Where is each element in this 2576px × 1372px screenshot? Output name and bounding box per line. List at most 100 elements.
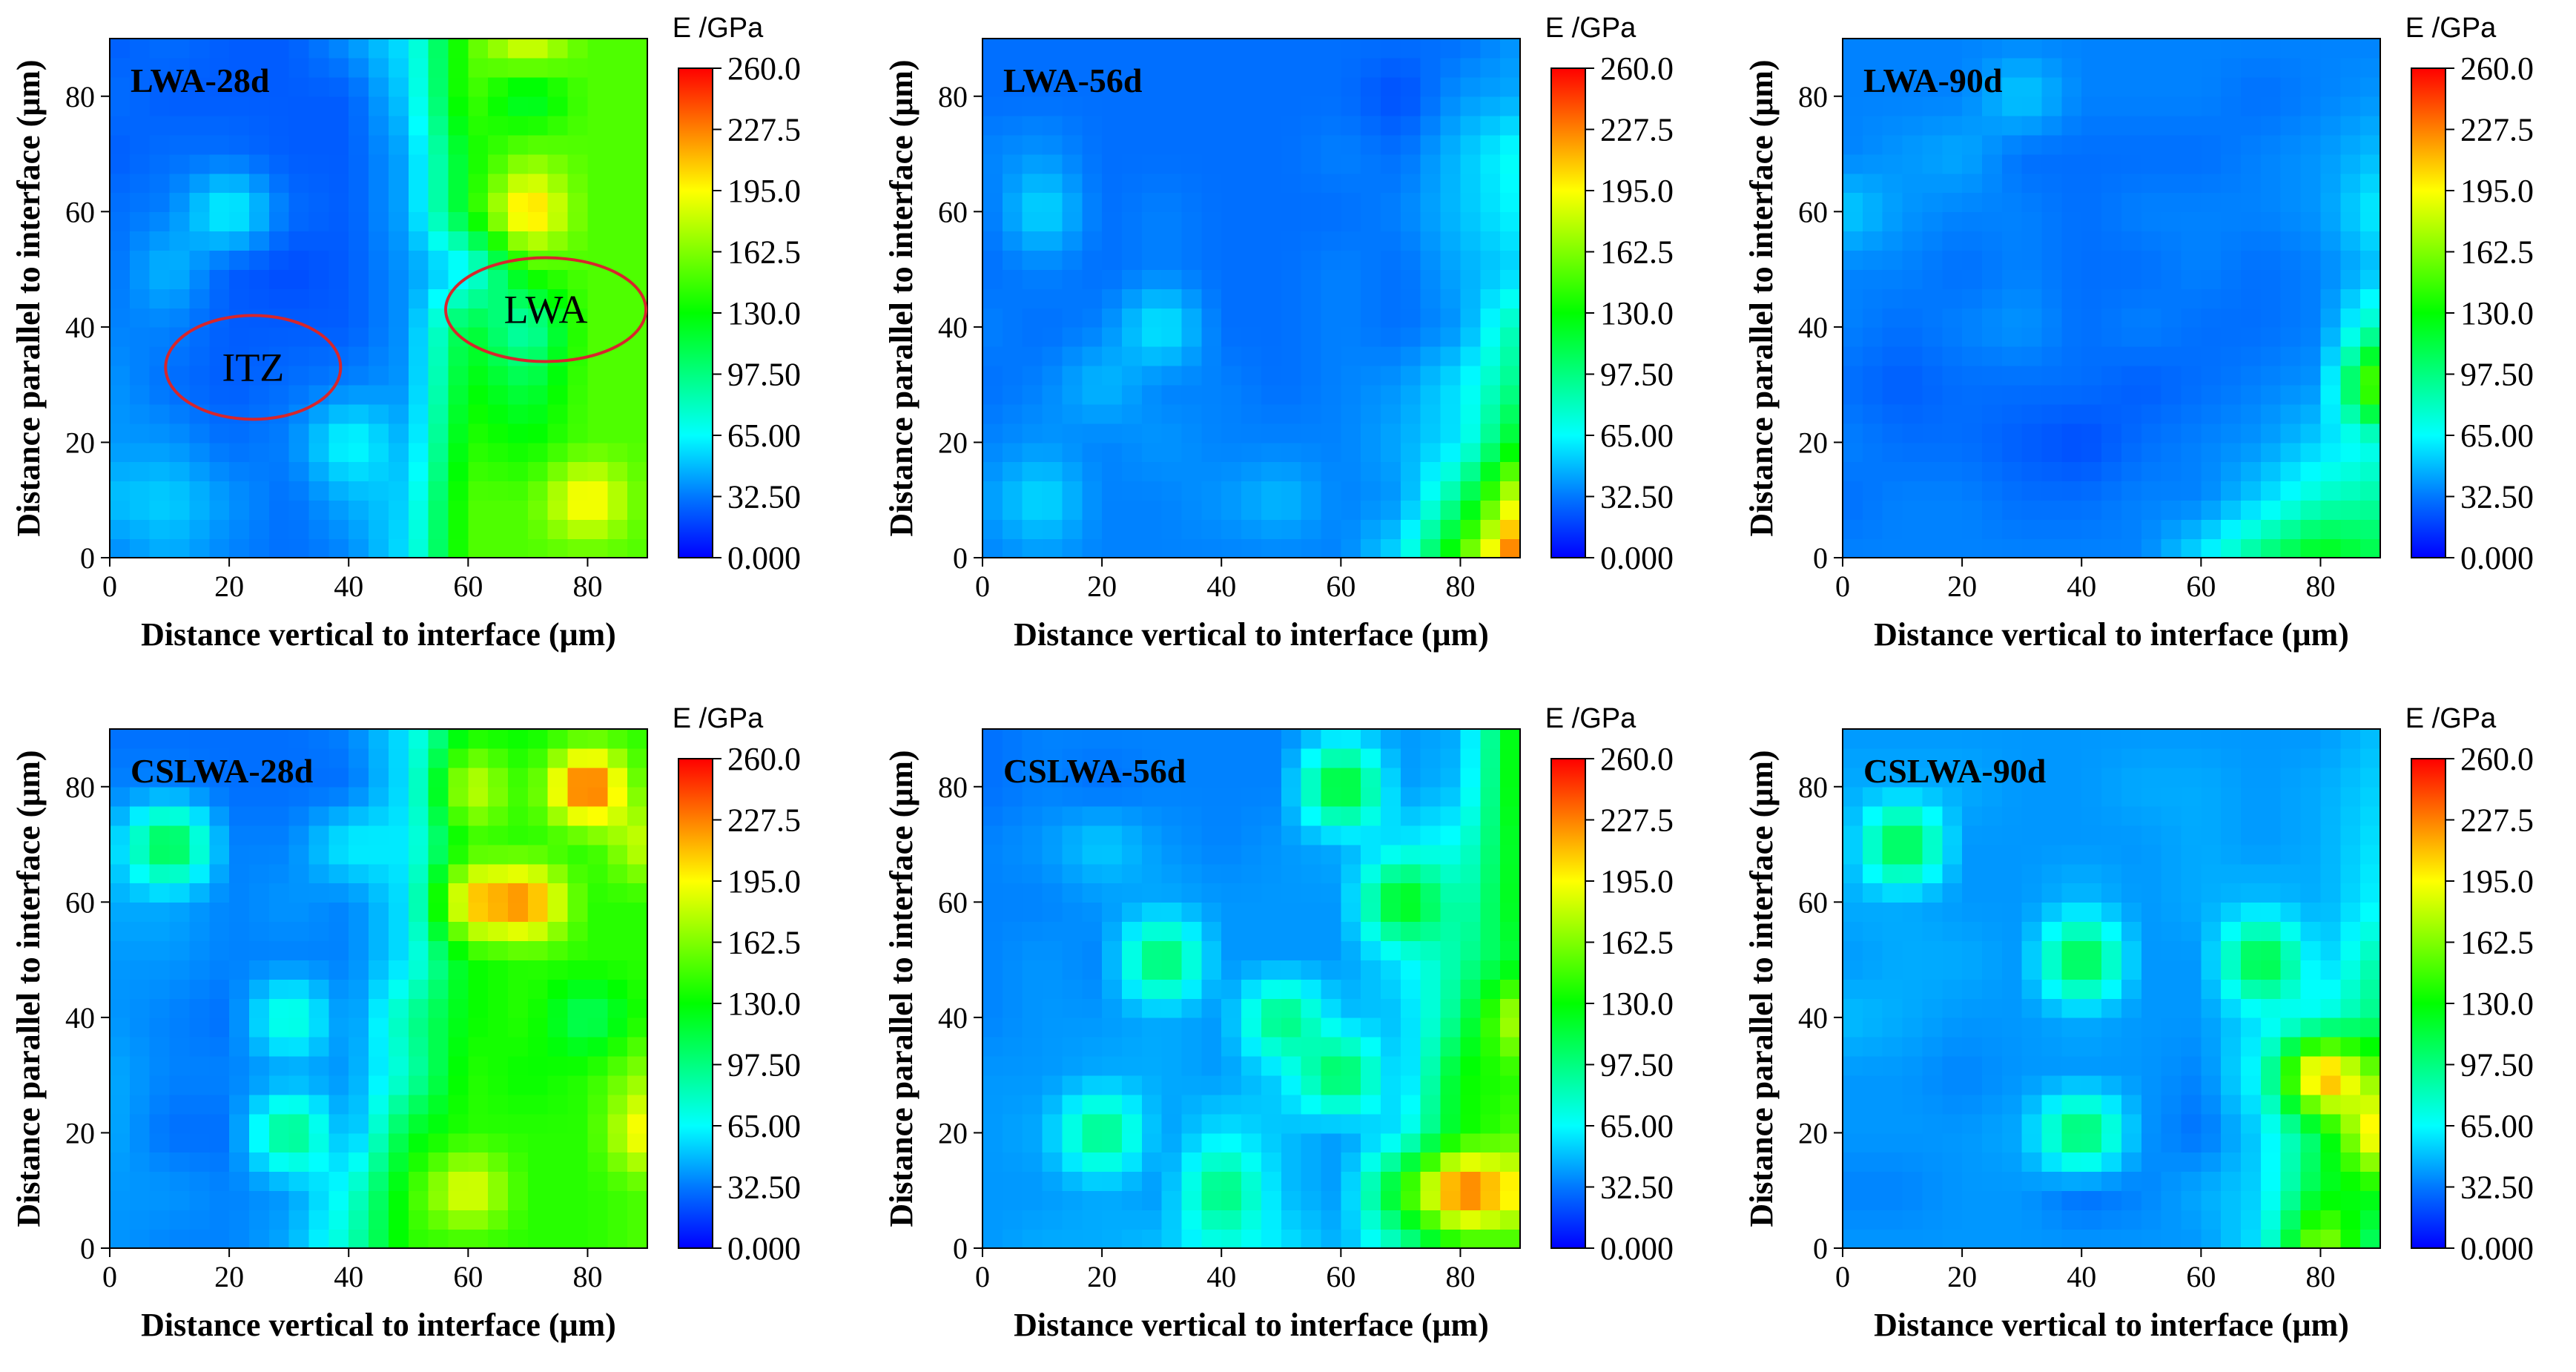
heatmap-cell xyxy=(468,250,489,270)
heatmap-cell xyxy=(369,403,389,424)
heatmap-cell xyxy=(627,767,648,788)
heatmap-cell xyxy=(2041,442,2063,463)
heatmap-cell xyxy=(2141,1171,2162,1192)
heatmap-cell xyxy=(248,39,270,59)
heatmap-cell xyxy=(1981,365,2003,386)
heatmap-cell xyxy=(587,1132,609,1153)
heatmap-cell xyxy=(2141,1132,2162,1153)
heatmap-cell xyxy=(2280,231,2302,251)
heatmap-cell xyxy=(2041,403,2063,424)
heatmap-cell xyxy=(1102,211,1123,232)
heatmap-cell xyxy=(388,748,409,768)
heatmap-cell xyxy=(408,134,429,155)
heatmap-cell xyxy=(229,269,250,289)
heatmap-cell xyxy=(1082,173,1103,194)
heatmap-cell xyxy=(1843,365,1863,386)
heatmap-cell xyxy=(1922,269,1943,289)
heatmap-cell xyxy=(2260,403,2282,424)
heatmap-cell xyxy=(369,154,389,174)
heatmap-cell xyxy=(1221,288,1242,309)
heatmap-cell xyxy=(607,997,628,1018)
heatmap-cell xyxy=(209,250,230,270)
heatmap-cell xyxy=(1241,231,1262,251)
heatmap-cell xyxy=(2061,231,2083,251)
heatmap-cell xyxy=(2201,442,2222,463)
heatmap-cell xyxy=(2280,1055,2302,1076)
heatmap-cell xyxy=(189,825,211,845)
heatmap-cell xyxy=(607,1190,628,1210)
heatmap-cell xyxy=(388,442,409,463)
heatmap-cell xyxy=(129,1171,151,1192)
heatmap-cell xyxy=(1862,767,1883,788)
heatmap-cell xyxy=(1102,134,1123,155)
heatmap-cell xyxy=(2340,921,2361,941)
heatmap-cell xyxy=(1361,1210,1381,1230)
heatmap-cell xyxy=(2061,307,2083,328)
heatmap-cell xyxy=(268,423,290,443)
heatmap-cell xyxy=(982,960,1003,980)
x-tick-label: 40 xyxy=(1206,570,1236,603)
heatmap-cell xyxy=(2360,288,2381,309)
heatmap-cell xyxy=(982,346,1003,366)
heatmap-cell xyxy=(1902,481,1923,501)
heatmap-cell xyxy=(428,134,449,155)
heatmap-cell xyxy=(587,960,609,980)
colorbar-tick-label: 260.0 xyxy=(727,741,801,777)
heatmap-cell xyxy=(2280,384,2302,405)
heatmap-cell xyxy=(1981,1017,2003,1038)
heatmap-cell xyxy=(2340,1210,2361,1230)
heatmap-cell xyxy=(567,1036,589,1057)
heatmap-cell xyxy=(2181,423,2202,443)
heatmap-cell xyxy=(1082,1055,1103,1076)
heatmap-cell xyxy=(2260,192,2282,213)
heatmap-cell xyxy=(2081,1055,2102,1076)
heatmap-cell xyxy=(408,365,429,386)
heatmap-cell xyxy=(1942,269,1963,289)
heatmap-cell xyxy=(268,805,290,826)
heatmap-cell xyxy=(1922,288,1943,309)
heatmap-cell xyxy=(1381,767,1401,788)
heatmap-cell xyxy=(1862,786,1883,807)
heatmap-cell xyxy=(288,1229,310,1249)
heatmap-cell xyxy=(229,192,250,213)
heatmap-cell xyxy=(1261,96,1282,116)
heatmap-cell xyxy=(268,1210,290,1230)
heatmap-cell xyxy=(408,960,429,980)
heatmap-cell xyxy=(268,1036,290,1057)
heatmap-cell xyxy=(1161,423,1183,443)
heatmap-cell xyxy=(1002,1210,1023,1230)
heatmap-cell xyxy=(328,844,350,865)
heatmap-cell xyxy=(1460,729,1482,749)
heatmap-cell xyxy=(508,767,529,788)
heatmap-cell xyxy=(1922,1190,1943,1210)
heatmap-cell xyxy=(229,825,250,845)
heatmap-cell xyxy=(2340,786,2361,807)
heatmap-cell xyxy=(1082,1229,1103,1249)
heatmap-cell xyxy=(328,825,350,845)
heatmap-cell xyxy=(607,767,628,788)
heatmap-cell xyxy=(1500,326,1521,347)
heatmap-cell xyxy=(1022,250,1043,270)
heatmap-cell xyxy=(1261,1017,1282,1038)
heatmap-cell xyxy=(1181,211,1203,232)
heatmap-cell xyxy=(1321,825,1342,845)
heatmap-cell xyxy=(149,538,171,558)
heatmap-cell xyxy=(2081,997,2102,1018)
colorbar-tick-label: 162.5 xyxy=(1600,234,1674,271)
heatmap-cell xyxy=(149,1113,171,1134)
heatmap-cell xyxy=(508,997,529,1018)
heatmap-cell xyxy=(2360,76,2381,97)
heatmap-cell xyxy=(1500,1113,1521,1134)
colorbar-title: E /GPa xyxy=(2405,703,2497,734)
heatmap-cell xyxy=(508,863,529,884)
heatmap-cell xyxy=(2101,442,2122,463)
heatmap-cell xyxy=(1843,403,1863,424)
heatmap-cell xyxy=(248,423,270,443)
heatmap-cell xyxy=(1420,384,1441,405)
heatmap-cell xyxy=(1062,423,1083,443)
heatmap-cell xyxy=(567,346,589,366)
heatmap-cell xyxy=(2320,96,2342,116)
heatmap-cell xyxy=(2041,748,2063,768)
heatmap-cell xyxy=(1440,192,1462,213)
heatmap-cell xyxy=(1381,423,1401,443)
